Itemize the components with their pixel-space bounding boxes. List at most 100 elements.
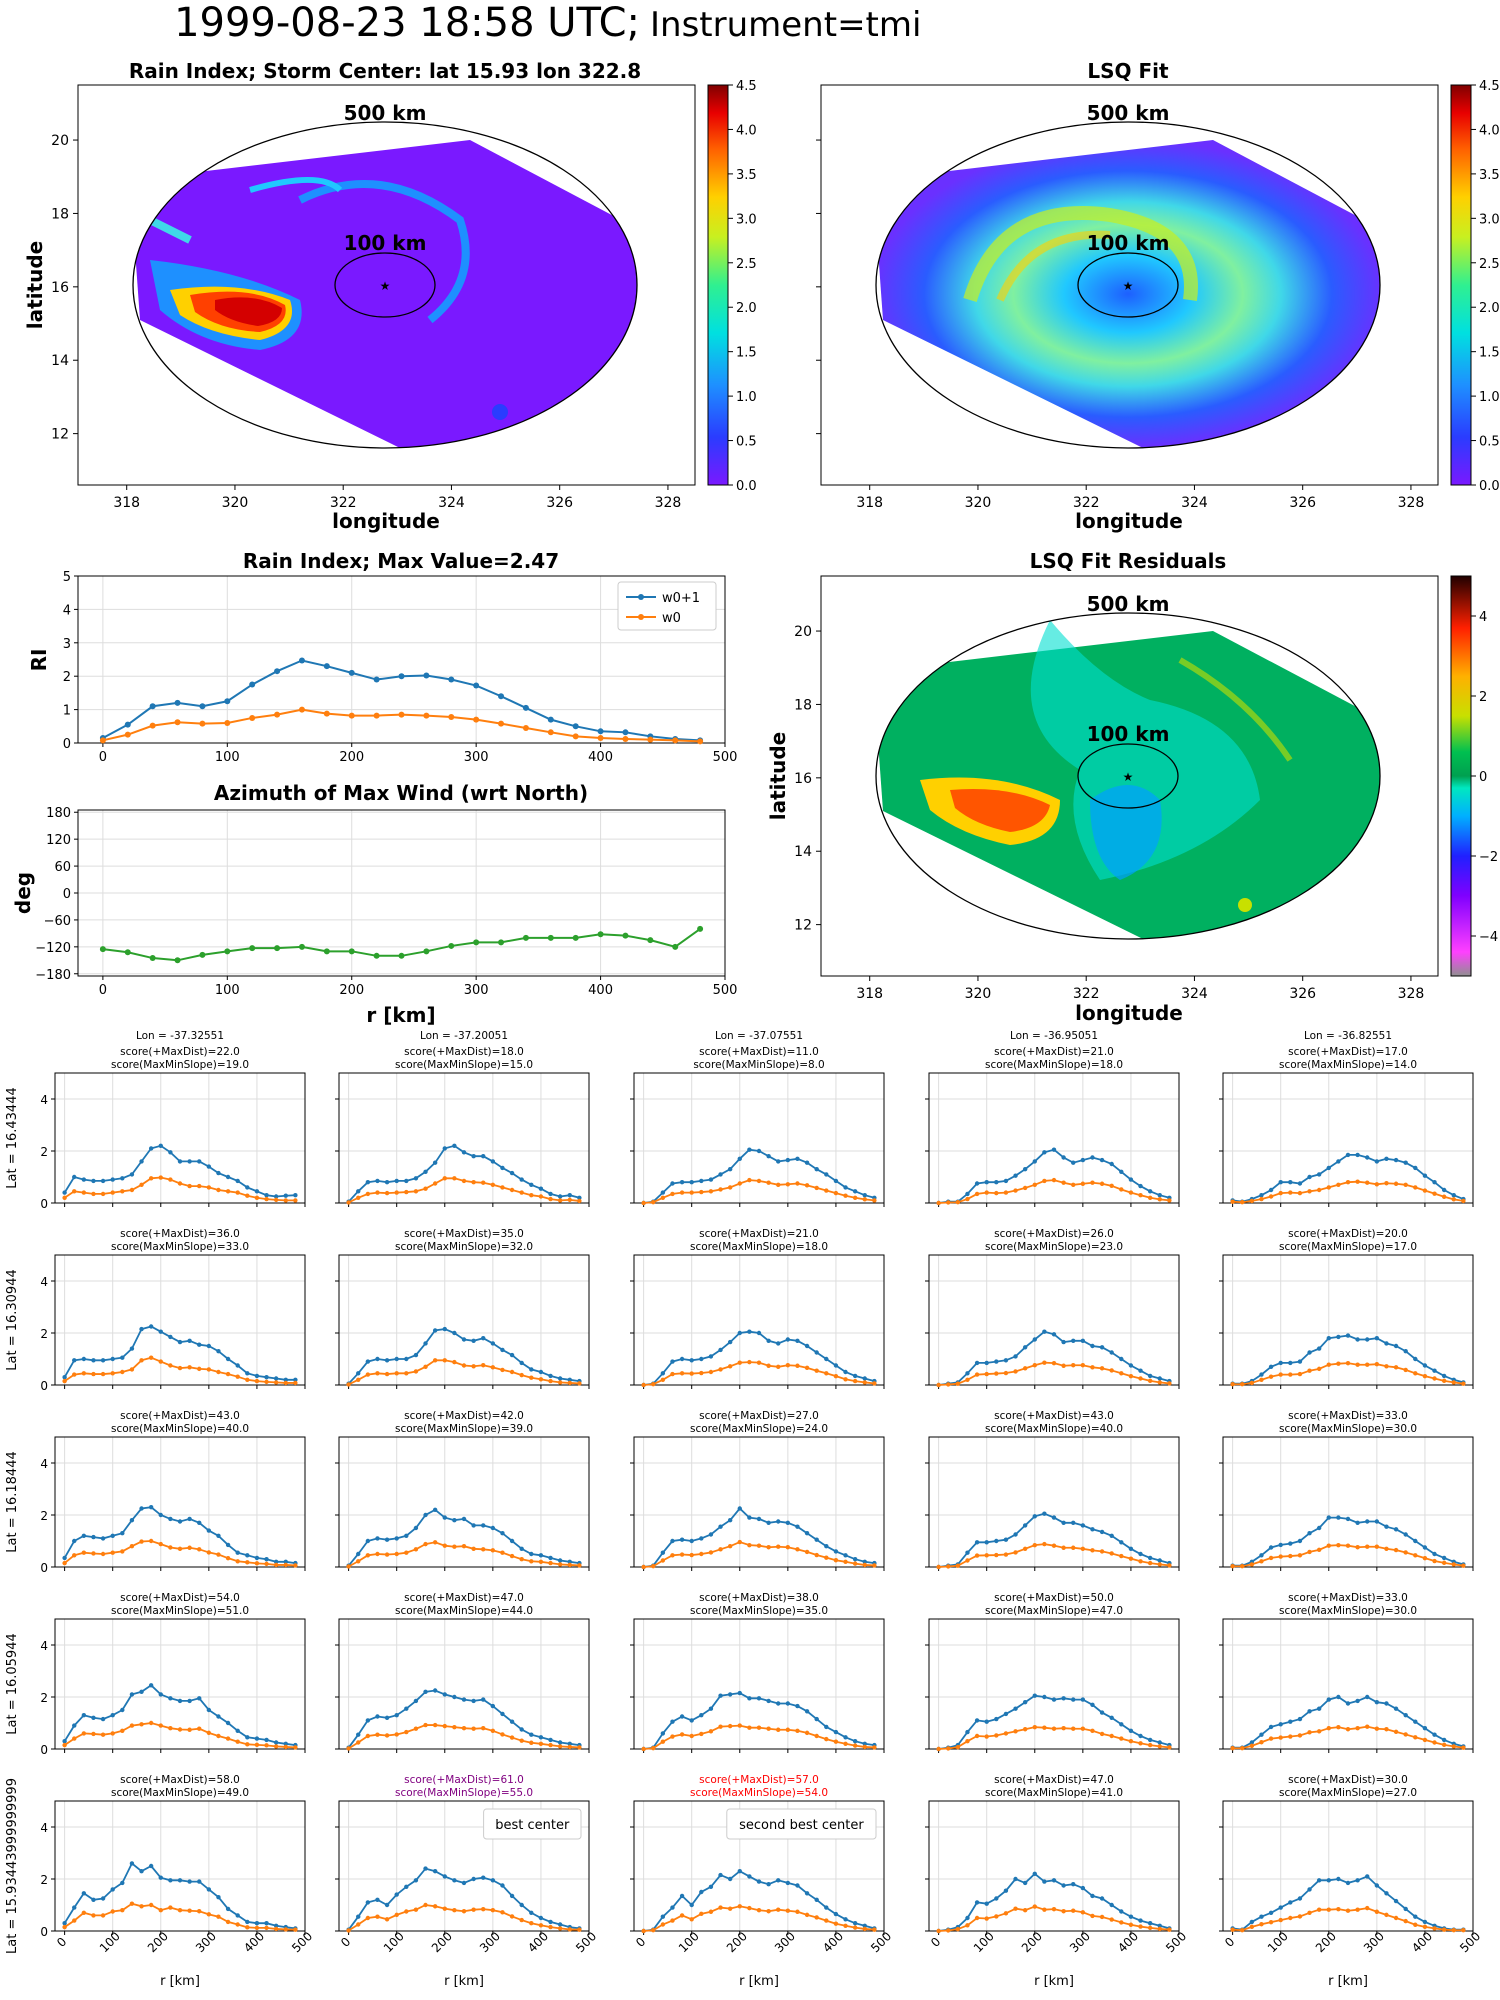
data-point (432, 1181, 438, 1186)
data-point (1032, 1904, 1037, 1909)
data-point (423, 948, 430, 955)
candidate-panel: 0 100 200 300 400 500score(+MaxDist)=30.0scor… (1219, 1774, 1483, 1989)
data-point (197, 1342, 202, 1347)
data-point (384, 1552, 390, 1557)
data-point (747, 1725, 752, 1730)
score-maxdist: score(+MaxDist)=54.0 (120, 1592, 240, 1604)
colorbar-tick-label: 0.5 (736, 435, 757, 450)
ri-legend: w0+1w0 (617, 581, 717, 631)
candidate-panel: 0 100 200 300 400 500score(+MaxDist)=47.0scor… (925, 1774, 1189, 1989)
data-point (833, 1549, 839, 1554)
data-point (708, 1909, 714, 1914)
data-point (1051, 1878, 1057, 1883)
data-point (273, 1194, 279, 1199)
data-point (197, 1696, 202, 1701)
data-point (833, 1373, 839, 1379)
data-point (1119, 1169, 1124, 1175)
data-point (72, 1174, 77, 1180)
data-point (62, 1190, 67, 1195)
data-point (139, 1539, 144, 1544)
data-point (1003, 1370, 1009, 1376)
data-point (1071, 1697, 1076, 1702)
data-point (225, 1906, 231, 1912)
map-y-tick-label: 12 (794, 918, 812, 934)
data-point (235, 1363, 240, 1368)
data-point (699, 1889, 704, 1895)
y-tick-label: 2 (63, 670, 71, 685)
data-point (235, 1739, 240, 1744)
data-point (718, 1905, 723, 1910)
data-point (1042, 1725, 1047, 1730)
data-point (394, 1912, 399, 1918)
x-tick-label: 0 (99, 983, 107, 998)
data-point (158, 1359, 163, 1364)
data-point (1441, 1742, 1447, 1748)
data-point (862, 1376, 867, 1381)
data-point (994, 1896, 999, 1901)
data-point (1384, 1912, 1389, 1918)
data-point (660, 1190, 666, 1195)
data-point (689, 1190, 694, 1195)
data-point (641, 1564, 646, 1570)
data-point (168, 1363, 173, 1368)
data-point (404, 1550, 409, 1555)
colorbar-tick-label: 0.0 (736, 479, 757, 494)
data-point (1345, 1516, 1351, 1522)
data-point (994, 1733, 999, 1738)
data-point (509, 1914, 515, 1919)
data-point (1268, 1364, 1274, 1370)
data-point (197, 1183, 202, 1189)
data-point (254, 1189, 260, 1194)
data-point (148, 1683, 154, 1688)
data-point (448, 942, 455, 949)
data-point (756, 1330, 762, 1336)
data-point (824, 1918, 829, 1923)
data-point (1071, 1160, 1076, 1165)
data-point (737, 1723, 742, 1728)
data-point (274, 668, 281, 675)
data-point (254, 1555, 260, 1561)
data-point (708, 1550, 714, 1555)
data-point (965, 1371, 970, 1376)
data-point (1051, 1515, 1057, 1520)
data-point (283, 1193, 288, 1198)
data-point (199, 703, 206, 710)
data-point (384, 1537, 390, 1542)
data-point (273, 1926, 279, 1932)
data-point (1109, 1917, 1114, 1922)
data-point (91, 1551, 96, 1556)
y-tick-label: −120 (35, 941, 71, 956)
x-tick-label: 200 (1313, 1929, 1339, 1955)
data-point (1051, 1360, 1057, 1366)
x-tick-label: 300 (464, 750, 489, 765)
x-tick-label: 200 (339, 983, 364, 998)
data-point (481, 1697, 486, 1702)
data-point (567, 1562, 572, 1568)
data-point (679, 1552, 685, 1557)
data-point (1061, 1180, 1066, 1185)
data-point (356, 1740, 361, 1745)
score-maxdist: score(+MaxDist)=43.0 (994, 1410, 1114, 1422)
data-point (1422, 1726, 1428, 1731)
figure-instrument: Instrument=tmi (650, 5, 921, 45)
data-point (852, 1373, 858, 1379)
x-tick-label: 400 (525, 1929, 551, 1955)
data-point (1099, 1710, 1105, 1715)
data-point (1138, 1733, 1143, 1739)
score-maxdist: score(+MaxDist)=26.0 (994, 1228, 1114, 1240)
score-maxminslope: score(MaxMinSlope)=54.0 (690, 1787, 828, 1799)
data-point (670, 1191, 675, 1197)
data-point (100, 1536, 106, 1541)
data-point (139, 1869, 144, 1874)
data-point (110, 1887, 115, 1892)
data-point (804, 1365, 810, 1371)
data-point (529, 1740, 534, 1745)
data-point (1147, 1373, 1153, 1379)
data-point (1080, 1338, 1086, 1344)
data-point (1441, 1737, 1447, 1743)
data-point (804, 1730, 810, 1736)
data-point (1316, 1187, 1322, 1193)
data-point (1167, 1745, 1172, 1750)
data-point (323, 710, 330, 717)
data-point (955, 1926, 961, 1932)
